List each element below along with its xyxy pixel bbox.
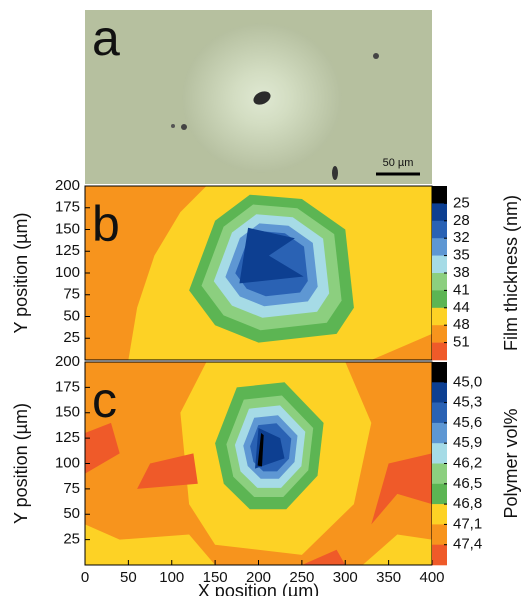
- colorbar-label: 45,3: [453, 394, 482, 411]
- y-tick-label: 200: [55, 177, 80, 194]
- panel-letter: b: [92, 196, 120, 252]
- colorbar-label: 46,5: [453, 475, 482, 492]
- colorbar-band: [432, 255, 447, 274]
- y-tick-label: 175: [55, 378, 80, 395]
- colorbar-band: [432, 524, 447, 545]
- colorbar-band: [432, 382, 447, 403]
- colorbar-band: [432, 362, 447, 383]
- colorbar-band: [432, 273, 447, 291]
- x-tick-label: 400: [419, 569, 444, 586]
- y-tick-label: 125: [55, 242, 80, 259]
- x-tick-label: 100: [159, 569, 184, 586]
- y-tick-label: 25: [63, 531, 80, 548]
- colorbar-label: 28: [453, 212, 470, 229]
- y-tick-label: 100: [55, 454, 80, 471]
- panel-letter: c: [92, 372, 117, 428]
- colorbar-label: 45,9: [453, 434, 482, 451]
- x-tick-label: 150: [203, 569, 228, 586]
- y-tick-label: 50: [63, 505, 80, 522]
- x-tick-label: 250: [289, 569, 314, 586]
- colorbar-label: 38: [453, 264, 470, 281]
- y-tick-label: 100: [55, 264, 80, 281]
- colorbar-title: Polymer vol%: [501, 408, 521, 518]
- colorbar-band: [432, 544, 447, 566]
- colorbar-band: [432, 220, 447, 239]
- x-tick-label: 300: [333, 569, 358, 586]
- colorbar-band: [432, 203, 447, 222]
- colorbar-label: 45,0: [453, 373, 482, 390]
- contour-region: [257, 433, 264, 467]
- speck: [332, 166, 338, 180]
- contour-region: [371, 333, 432, 360]
- contour-region: [371, 453, 432, 525]
- panel-letter: a: [92, 10, 120, 66]
- y-tick-label: 150: [55, 220, 80, 237]
- speck: [181, 124, 187, 130]
- contour-region: [239, 227, 304, 284]
- x-tick-label: 50: [120, 569, 137, 586]
- colorbar-band: [432, 307, 447, 326]
- speck: [373, 53, 379, 59]
- colorbar-title: Film thickness (nm): [501, 195, 521, 351]
- colorbar-label: 47,4: [453, 536, 482, 553]
- colorbar-label: 35: [453, 247, 470, 264]
- colorbar-band: [432, 342, 447, 361]
- colorbar-band: [432, 422, 447, 444]
- colorbar-band: [432, 290, 447, 309]
- colorbar-band: [432, 186, 447, 204]
- colorbar-band: [432, 483, 447, 505]
- y-axis-title: Y position (µm): [11, 212, 31, 333]
- colorbar-band: [432, 325, 447, 343]
- colorbar-label: 41: [453, 281, 470, 298]
- y-tick-label: 75: [63, 480, 80, 497]
- contour-region: [85, 524, 216, 565]
- y-tick-label: 200: [55, 353, 80, 370]
- y-tick-label: 25: [63, 329, 80, 346]
- contour-region: [137, 453, 198, 489]
- x-tick-label: 200: [246, 569, 271, 586]
- colorbar-label: 46,2: [453, 454, 482, 471]
- colorbar-band: [432, 238, 447, 256]
- y-tick-label: 125: [55, 429, 80, 446]
- colorbar-label: 45,6: [453, 414, 482, 431]
- x-axis-title: X position (µm): [198, 581, 319, 596]
- x-tick-label: 350: [376, 569, 401, 586]
- contour-region: [85, 422, 120, 474]
- colorbar-label: 44: [453, 299, 470, 316]
- scale-bar-label: 50 µm: [383, 157, 414, 169]
- colorbar-band: [432, 443, 447, 464]
- y-tick-label: 150: [55, 404, 80, 421]
- colorbar-band: [432, 463, 447, 485]
- y-tick-label: 175: [55, 199, 80, 216]
- particle: [253, 91, 271, 105]
- y-tick-label: 75: [63, 286, 80, 303]
- micrograph: 50 µm a: [85, 10, 432, 184]
- colorbar-band: [432, 402, 447, 424]
- colorbar-label: 51: [453, 334, 470, 351]
- colorbar-label: 47,1: [453, 515, 482, 532]
- y-axis-title: Y position (µm): [11, 403, 31, 524]
- y-tick-label: 50: [63, 307, 80, 324]
- contour-region: [301, 549, 346, 565]
- speck: [171, 124, 175, 128]
- colorbar-band: [432, 504, 447, 525]
- colorbar-label: 46,8: [453, 495, 482, 512]
- contour-region: [362, 534, 432, 565]
- colorbar-label: 25: [453, 194, 470, 211]
- colorbar-label: 48: [453, 316, 470, 333]
- x-tick-label: 0: [81, 569, 89, 586]
- colorbar-label: 32: [453, 229, 470, 246]
